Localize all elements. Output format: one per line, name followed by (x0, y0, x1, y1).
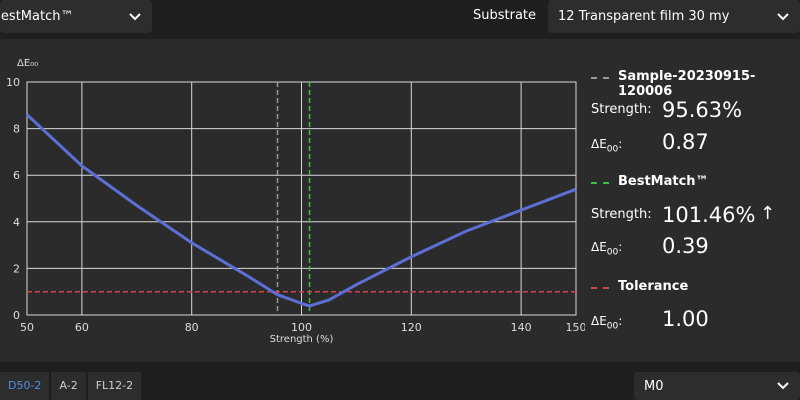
substrate-dropdown-value: 12 Transparent film 30 my (558, 9, 730, 24)
sample-strength-value: 95.63% (662, 98, 743, 122)
measurement-mode-value: M0 (644, 378, 664, 394)
tab-fl12-2[interactable]: FL12-2 (87, 372, 142, 400)
sample-legend-swatch (591, 77, 609, 79)
y-tick-label: 6 (13, 169, 20, 182)
y-tick-label: 0 (13, 309, 20, 322)
tab-a-2[interactable]: A-2 (51, 372, 86, 400)
measurement-mode-dropdown[interactable]: M0 (634, 372, 800, 400)
y-tick-label: 10 (6, 76, 20, 89)
sample-de-value: 0.87 (662, 130, 709, 154)
tab-d50-2[interactable]: D50-2 (0, 372, 50, 400)
strength-de-curve (25, 113, 577, 308)
sample-name: Sample-20230915-120006 (618, 69, 756, 99)
substrate-label: Substrate (473, 8, 537, 23)
illuminant-tabs: D50-2 A-2 FL12-2 (0, 372, 143, 400)
x-tick-label: 80 (185, 321, 199, 334)
bestmatch-strength-value: 101.46% (662, 203, 756, 227)
x-tick-label: 100 (291, 321, 312, 334)
bestmatch-legend-swatch (591, 182, 609, 184)
x-tick-label: 150 (566, 321, 586, 334)
strength-chart: 50 60 80 100 120 140 150 0 2 4 6 8 10 ΔE₀₀ Strength (%… (6, 58, 586, 345)
chevron-down-icon (129, 12, 141, 20)
y-axis-label: ΔE₀₀ (17, 58, 38, 69)
bestmatch-de-value: 0.39 (662, 234, 709, 258)
sample-strength-label: Strength: (591, 102, 652, 117)
x-tick-label: 60 (75, 321, 89, 334)
tolerance-legend-swatch (591, 287, 609, 289)
substrate-dropdown[interactable]: 12 Transparent film 30 my (548, 0, 800, 33)
arrow-up-icon: ↑ (760, 203, 776, 224)
y-tick-label: 2 (13, 262, 20, 275)
sample-de-label: ΔE00: (591, 137, 623, 155)
bestmatch-de-label: ΔE00: (591, 240, 623, 258)
chevron-down-icon (777, 12, 789, 20)
chart-panel: 50 60 80 100 120 140 150 0 2 4 6 8 10 ΔE₀₀ Strength (%… (0, 39, 800, 362)
tolerance-name: Tolerance (618, 279, 689, 294)
x-tick-label: 140 (511, 321, 532, 334)
bestmatch-name: BestMatch™ (618, 174, 709, 189)
x-tick-label: 50 (20, 321, 34, 334)
tolerance-de-value: 1.00 (662, 307, 709, 331)
chevron-down-icon (777, 382, 789, 390)
match-dropdown[interactable]: BestMatch™ (0, 0, 152, 33)
y-tick-label: 8 (13, 123, 20, 136)
y-tick-label: 4 (13, 216, 20, 229)
x-axis-label: Strength (%) (270, 334, 334, 345)
tolerance-de-label: ΔE00: (591, 314, 623, 332)
bestmatch-strength-label: Strength: (591, 207, 652, 222)
match-dropdown-value: BestMatch™ (0, 9, 74, 24)
x-tick-label: 120 (401, 321, 422, 334)
